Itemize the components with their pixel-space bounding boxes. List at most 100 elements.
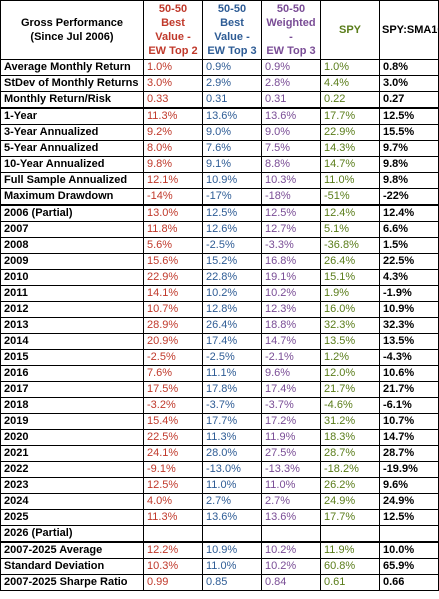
value-cell: -17%: [202, 188, 262, 206]
value-cell: 12.5%: [143, 477, 203, 494]
value-cell: 9.1%: [202, 156, 262, 173]
value-cell: -22%: [379, 188, 439, 206]
value-cell: 4.0%: [143, 493, 203, 510]
row-label: Standard Deviation: [0, 558, 144, 575]
value-cell: [379, 525, 439, 543]
value-cell: 11.1%: [202, 365, 262, 382]
value-cell: 3.0%: [379, 75, 439, 92]
row-label: 2014: [0, 333, 144, 350]
value-cell: 21.7%: [379, 381, 439, 398]
value-cell: 2.8%: [261, 75, 321, 92]
row-label: 2022: [0, 461, 144, 478]
value-cell: 0.66: [379, 574, 439, 591]
value-cell: 10.2%: [202, 285, 262, 302]
row-label: 2015: [0, 349, 144, 366]
header-line: EW Top 2: [148, 45, 198, 57]
value-cell: 26.4%: [320, 253, 380, 270]
header-col-spy-sma10: SPY:SMA10: [379, 0, 439, 60]
table-row: 1-Year 11.3% 13.6% 13.6% 17.7% 12.5%: [0, 107, 439, 125]
value-cell: -36.8%: [320, 237, 380, 254]
value-cell: 7.6%: [202, 140, 262, 157]
value-cell: -14%: [143, 188, 203, 206]
value-cell: 9.6%: [261, 365, 321, 382]
table-row: 2009 15.6% 15.2% 16.8% 26.4% 22.5%: [0, 253, 439, 270]
table-row: 2023 12.5% 11.0% 11.0% 26.2% 9.6%: [0, 477, 439, 494]
value-cell: 12.4%: [379, 204, 439, 222]
value-cell: 11.3%: [143, 509, 203, 526]
value-cell: 14.1%: [143, 285, 203, 302]
value-cell: -2.5%: [202, 349, 262, 366]
value-cell: 24.9%: [379, 493, 439, 510]
value-cell: 1.0%: [143, 59, 203, 76]
table-row: 2007 11.8% 12.6% 12.7% 5.1% 6.6%: [0, 221, 439, 238]
row-label: 2016: [0, 365, 144, 382]
row-label: 1-Year: [0, 107, 144, 125]
value-cell: -3.7%: [202, 397, 262, 414]
value-cell: 24.1%: [143, 445, 203, 462]
value-cell: 17.7%: [202, 413, 262, 430]
row-label: Average Monthly Return: [0, 59, 144, 76]
value-cell: 12.5%: [261, 204, 321, 222]
value-cell: 9.8%: [143, 156, 203, 173]
table-row: 2020 22.5% 11.3% 11.9% 18.3% 14.7%: [0, 429, 439, 446]
table-row: 3-Year Annualized 9.2% 9.0% 9.0% 22.9% 15.5%: [0, 124, 439, 141]
value-cell: 0.99: [143, 574, 203, 591]
row-label: 2007: [0, 221, 144, 238]
value-cell: -13.0%: [202, 461, 262, 478]
table-row: 2007-2025 Sharpe Ratio 0.99 0.85 0.84 0.61 0.…: [0, 574, 439, 591]
value-cell: 28.9%: [143, 317, 203, 334]
value-cell: 11.0%: [320, 172, 380, 189]
table-row: 2024 4.0% 2.7% 2.7% 24.9% 24.9%: [0, 493, 439, 510]
value-cell: 12.5%: [202, 204, 262, 222]
value-cell: 7.5%: [261, 140, 321, 157]
value-cell: 10.2%: [261, 558, 321, 575]
table-row: Standard Deviation 10.3% 11.0% 10.2% 60.8% 65…: [0, 558, 439, 575]
value-cell: 4.4%: [320, 75, 380, 92]
value-cell: 22.8%: [202, 269, 262, 286]
value-cell: 0.22: [320, 91, 380, 109]
table-row: Full Sample Annualized 12.1% 10.9% 10.3% 11.…: [0, 172, 439, 189]
value-cell: 0.27: [379, 91, 439, 109]
value-cell: 18.3%: [320, 429, 380, 446]
value-cell: 14.7%: [379, 429, 439, 446]
value-cell: 28.7%: [379, 445, 439, 462]
header-row: Gross Performance (Since Jul 2006) 50-50…: [0, 0, 439, 60]
value-cell: 16.0%: [320, 301, 380, 318]
table-row: 2017 17.5% 17.8% 17.4% 21.7% 21.7%: [0, 381, 439, 398]
value-cell: 1.5%: [379, 237, 439, 254]
header-line: EW Top 3: [207, 45, 257, 57]
table-row: 2006 (Partial) 13.0% 12.5% 12.5% 12.4% 12.4%: [0, 204, 439, 222]
row-label: 2025: [0, 509, 144, 526]
value-cell: 13.6%: [261, 509, 321, 526]
value-cell: 9.8%: [379, 172, 439, 189]
value-cell: 32.3%: [320, 317, 380, 334]
value-cell: 10.9%: [202, 172, 262, 189]
value-cell: 20.9%: [143, 333, 203, 350]
value-cell: 17.7%: [320, 107, 380, 125]
value-cell: 26.4%: [202, 317, 262, 334]
table-row: 2025 11.3% 13.6% 13.6% 17.7% 12.5%: [0, 509, 439, 526]
value-cell: 13.6%: [202, 509, 262, 526]
row-label: 2011: [0, 285, 144, 302]
value-cell: 13.6%: [261, 107, 321, 125]
value-cell: 0.31: [261, 91, 321, 109]
value-cell: 12.6%: [202, 221, 262, 238]
value-cell: 15.5%: [379, 124, 439, 141]
row-label: 2017: [0, 381, 144, 398]
value-cell: 14.7%: [261, 333, 321, 350]
table-row: Maximum Drawdown -14% -17% -18% -51% -22%: [0, 188, 439, 206]
value-cell: 27.5%: [261, 445, 321, 462]
value-cell: 22.9%: [320, 124, 380, 141]
value-cell: 2.9%: [202, 75, 262, 92]
header-line: 50-50: [276, 3, 306, 15]
value-cell: 28.7%: [320, 445, 380, 462]
header-label-line: Gross Performance: [20, 17, 124, 29]
value-cell: 10.2%: [261, 541, 321, 559]
value-cell: 21.7%: [320, 381, 380, 398]
header-line: 50-50: [217, 3, 247, 15]
table-row: 2019 15.4% 17.7% 17.2% 31.2% 10.7%: [0, 413, 439, 430]
value-cell: 9.0%: [261, 124, 321, 141]
value-cell: 0.9%: [202, 59, 262, 76]
value-cell: 10.6%: [379, 365, 439, 382]
header-line: Best Value -: [155, 17, 191, 43]
